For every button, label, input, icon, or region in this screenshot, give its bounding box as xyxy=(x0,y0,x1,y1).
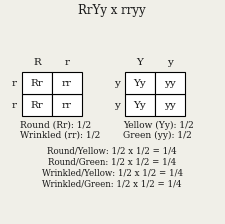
Text: Rr: Rr xyxy=(31,101,43,110)
Bar xyxy=(22,94,52,116)
Bar xyxy=(125,72,155,94)
Text: r: r xyxy=(65,58,70,67)
Text: yy: yy xyxy=(164,78,176,88)
Text: yy: yy xyxy=(164,101,176,110)
Bar xyxy=(125,94,155,116)
Text: y: y xyxy=(114,78,120,88)
Text: y: y xyxy=(114,101,120,110)
Text: r: r xyxy=(12,101,17,110)
Text: Wrinkled/Green: 1/2 x 1/2 = 1/4: Wrinkled/Green: 1/2 x 1/2 = 1/4 xyxy=(42,179,182,188)
Text: rr: rr xyxy=(62,101,72,110)
Text: Yellow (Yy): 1/2: Yellow (Yy): 1/2 xyxy=(123,121,194,130)
Text: r: r xyxy=(12,78,17,88)
Bar xyxy=(52,72,82,94)
Text: y: y xyxy=(167,58,173,67)
Text: Y: Y xyxy=(137,58,144,67)
Bar xyxy=(155,94,185,116)
Text: RrYy x rryy: RrYy x rryy xyxy=(78,4,146,17)
Text: R: R xyxy=(33,58,41,67)
Text: Round/Yellow: 1/2 x 1/2 = 1/4: Round/Yellow: 1/2 x 1/2 = 1/4 xyxy=(47,146,177,155)
Bar xyxy=(155,72,185,94)
Text: Round/Green: 1/2 x 1/2 = 1/4: Round/Green: 1/2 x 1/2 = 1/4 xyxy=(48,157,176,166)
Text: Green (yy): 1/2: Green (yy): 1/2 xyxy=(123,131,192,140)
Text: Rr: Rr xyxy=(31,78,43,88)
Text: Round (Rr): 1/2: Round (Rr): 1/2 xyxy=(20,121,91,130)
Text: Wrinkled/Yellow: 1/2 x 1/2 = 1/4: Wrinkled/Yellow: 1/2 x 1/2 = 1/4 xyxy=(41,168,182,177)
Bar xyxy=(22,72,52,94)
Text: Wrinkled (rr): 1/2: Wrinkled (rr): 1/2 xyxy=(20,131,100,140)
Bar xyxy=(52,94,82,116)
Text: Yy: Yy xyxy=(134,78,146,88)
Text: rr: rr xyxy=(62,78,72,88)
Text: Yy: Yy xyxy=(134,101,146,110)
